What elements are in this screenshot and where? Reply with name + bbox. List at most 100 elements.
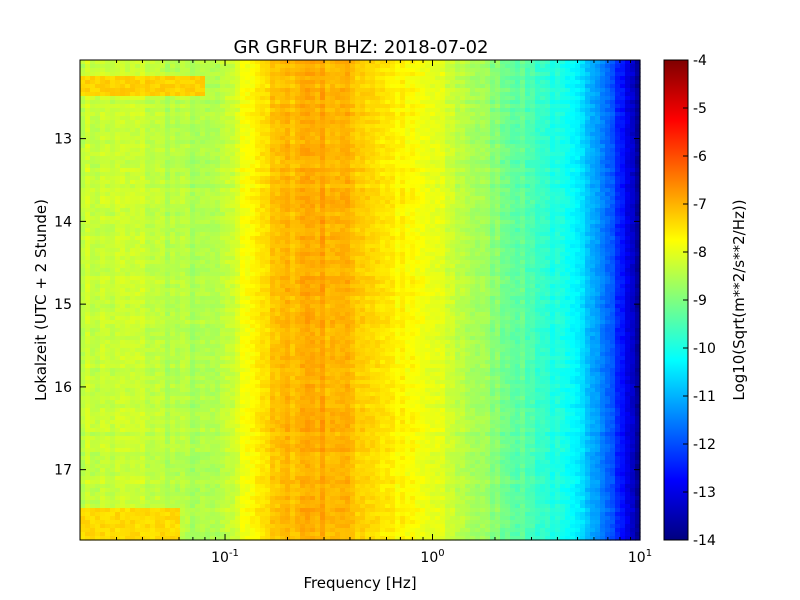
heatmap-cell	[565, 152, 571, 157]
heatmap-cell	[420, 204, 426, 209]
heatmap-cell	[375, 172, 381, 177]
heatmap-cell	[635, 160, 641, 165]
heatmap-cell	[175, 136, 181, 141]
heatmap-cell	[445, 140, 451, 145]
heatmap-cell	[225, 208, 231, 213]
heatmap-cell	[565, 224, 571, 229]
heatmap-cell	[535, 172, 541, 177]
heatmap-cell	[230, 124, 236, 129]
heatmap-cell	[450, 228, 456, 233]
heatmap-cell	[250, 80, 256, 85]
heatmap-cell	[250, 104, 256, 109]
heatmap-cell	[525, 112, 531, 117]
heatmap-cell	[240, 228, 246, 233]
heatmap-cell	[375, 216, 381, 221]
heatmap-cell	[550, 192, 556, 197]
heatmap-cell	[455, 100, 461, 105]
heatmap-cell	[100, 156, 106, 161]
heatmap-cell	[150, 216, 156, 221]
heatmap-cell	[105, 192, 111, 197]
heatmap-cell	[500, 104, 506, 109]
heatmap-cell	[605, 108, 611, 113]
heatmap-cell	[285, 100, 291, 105]
heatmap-cell	[140, 220, 146, 225]
heatmap-cell	[510, 176, 516, 181]
heatmap-cell	[260, 64, 266, 69]
heatmap-cell	[580, 76, 586, 81]
heatmap-cell	[415, 84, 421, 89]
heatmap-cell	[535, 184, 541, 189]
heatmap-cell	[595, 140, 601, 145]
heatmap-cell	[165, 208, 171, 213]
heatmap-cell	[340, 120, 346, 125]
heatmap-cell	[490, 160, 496, 165]
heatmap-cell	[345, 168, 351, 173]
heatmap-cell	[430, 184, 436, 189]
heatmap-cell	[340, 152, 346, 157]
heatmap-cell	[565, 172, 571, 177]
heatmap-cell	[555, 108, 561, 113]
heatmap-cell	[395, 124, 401, 129]
heatmap-cell	[325, 72, 331, 77]
heatmap-cell	[115, 128, 121, 133]
heatmap-cell	[475, 120, 481, 125]
heatmap-cell	[295, 220, 301, 225]
heatmap-cell	[495, 76, 501, 81]
heatmap-cell	[260, 232, 266, 237]
heatmap-cell	[625, 124, 631, 129]
heatmap-cell	[235, 112, 241, 117]
heatmap-cell	[500, 132, 506, 137]
heatmap-cell	[610, 152, 616, 157]
heatmap-cell	[205, 212, 211, 217]
heatmap-cell	[370, 72, 376, 77]
heatmap-cell	[85, 164, 91, 169]
heatmap-cell	[425, 192, 431, 197]
heatmap-cell	[600, 212, 606, 217]
heatmap-cell	[530, 72, 536, 77]
heatmap-cell	[420, 188, 426, 193]
heatmap-cell	[635, 188, 641, 193]
heatmap-cell	[495, 96, 501, 101]
heatmap-cell	[485, 72, 491, 77]
heatmap-cell	[240, 72, 246, 77]
heatmap-cell	[190, 188, 196, 193]
heatmap-cell	[155, 184, 161, 189]
heatmap-cell	[245, 212, 251, 217]
heatmap-cell	[580, 204, 586, 209]
heatmap-cell	[540, 152, 546, 157]
heatmap-cell	[105, 224, 111, 229]
heatmap-cell	[235, 204, 241, 209]
heatmap-cell	[240, 132, 246, 137]
heatmap-cell	[320, 104, 326, 109]
heatmap-cell	[370, 236, 376, 241]
heatmap-cell	[555, 172, 561, 177]
heatmap-cell	[575, 124, 581, 129]
heatmap-cell	[475, 156, 481, 161]
heatmap-cell	[270, 144, 276, 149]
heatmap-cell	[205, 116, 211, 121]
heatmap-cell	[220, 136, 226, 141]
heatmap-cell	[220, 188, 226, 193]
heatmap-cell	[450, 200, 456, 205]
heatmap-cell	[90, 116, 96, 121]
heatmap-cell	[105, 96, 111, 101]
heatmap-cell	[520, 168, 526, 173]
heatmap-cell	[605, 188, 611, 193]
heatmap-cell	[485, 132, 491, 137]
heatmap-cell	[460, 192, 466, 197]
heatmap-cell	[140, 92, 146, 97]
heatmap-cell	[275, 184, 281, 189]
heatmap-cell	[240, 116, 246, 121]
heatmap-cell	[610, 196, 616, 201]
heatmap-cell	[205, 80, 211, 85]
heatmap-cell	[375, 80, 381, 85]
heatmap-cell	[635, 72, 641, 77]
heatmap-cell	[185, 96, 191, 101]
heatmap-cell	[90, 104, 96, 109]
heatmap-cell	[370, 120, 376, 125]
heatmap-cell	[600, 148, 606, 153]
heatmap-cell	[295, 116, 301, 121]
heatmap-cell	[345, 224, 351, 229]
heatmap-cell	[550, 148, 556, 153]
heatmap-cell	[390, 192, 396, 197]
